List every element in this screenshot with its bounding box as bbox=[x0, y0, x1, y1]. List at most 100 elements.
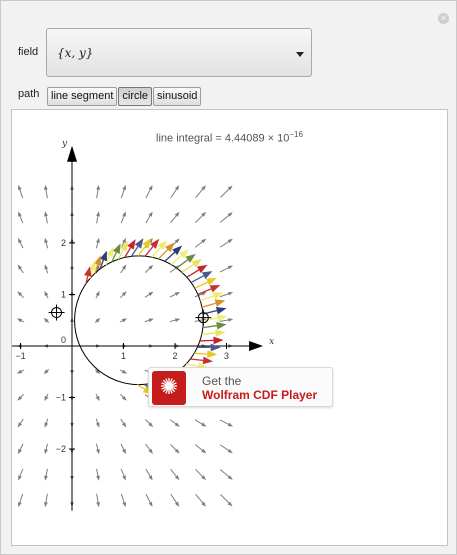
x-tick-label: 3 bbox=[224, 351, 229, 361]
field-arrow bbox=[145, 443, 153, 454]
field-arrow bbox=[145, 493, 153, 508]
x-axis-arrowhead bbox=[249, 341, 264, 351]
field-arrow bbox=[17, 443, 24, 455]
field-arrow bbox=[145, 184, 153, 199]
field-arrow bbox=[219, 265, 234, 273]
path-field-arrow bbox=[200, 292, 224, 302]
field-arrow bbox=[17, 393, 25, 401]
field-arrow bbox=[169, 291, 181, 298]
path-field-arrow bbox=[111, 243, 121, 263]
field-arrow bbox=[119, 369, 128, 374]
plot-title: line integral = 4.44089 × 10−16 bbox=[12, 130, 447, 145]
field-arrow bbox=[17, 291, 25, 299]
field-dropdown-value: {x, y} bbox=[57, 46, 94, 60]
path-field-arrow bbox=[181, 259, 202, 273]
path-button-circle[interactable]: circle bbox=[118, 87, 153, 106]
field-dropdown[interactable]: {x, y} bbox=[46, 28, 312, 77]
close-icon[interactable]: × bbox=[438, 13, 449, 24]
field-arrow bbox=[219, 444, 233, 454]
path-button-bar: line segment circle sinusoid bbox=[47, 87, 202, 106]
field-label: field bbox=[18, 46, 39, 58]
field-arrow bbox=[120, 443, 127, 455]
field-arrow bbox=[219, 469, 233, 480]
field-arrow bbox=[170, 468, 180, 481]
field-arrow bbox=[145, 211, 153, 224]
path-label: path bbox=[18, 88, 40, 100]
field-arrow bbox=[194, 444, 207, 454]
path-field-arrow bbox=[190, 271, 213, 284]
field-arrow bbox=[170, 444, 180, 454]
path-button-line-segment[interactable]: line segment bbox=[47, 87, 118, 106]
field-arrow bbox=[119, 393, 127, 401]
field-arrow bbox=[17, 264, 24, 274]
path-field-arrow bbox=[117, 240, 129, 260]
path-field-arrow bbox=[176, 253, 196, 269]
path-field-arrow bbox=[84, 266, 92, 284]
field-arrow bbox=[18, 468, 24, 481]
path-field-arrow bbox=[164, 245, 183, 262]
field-arrow bbox=[18, 493, 24, 508]
path-field-arrow bbox=[124, 239, 136, 258]
x-axis-label: x bbox=[269, 337, 274, 347]
field-arrow bbox=[17, 237, 24, 249]
field-arrow bbox=[119, 291, 127, 299]
y-axis-label: y bbox=[61, 139, 68, 149]
path-field-arrow bbox=[105, 246, 114, 266]
field-arrow bbox=[195, 185, 206, 199]
field-arrow bbox=[44, 237, 49, 249]
path-field-arrow bbox=[201, 299, 226, 308]
field-arrow bbox=[119, 318, 128, 323]
path-field-arrow bbox=[201, 329, 226, 337]
path-field-arrow bbox=[157, 242, 175, 260]
wolfram-spikey-icon: ✺ bbox=[152, 371, 186, 405]
field-arrow bbox=[170, 493, 180, 507]
field-arrow bbox=[17, 418, 24, 428]
field-arrow bbox=[220, 494, 233, 507]
field-arrow bbox=[96, 468, 100, 481]
path-circle bbox=[74, 255, 204, 386]
field-arrow bbox=[195, 211, 207, 223]
field-arrow bbox=[120, 493, 126, 508]
path-button-sinusoid[interactable]: sinusoid bbox=[153, 87, 202, 106]
field-arrow bbox=[16, 369, 25, 374]
field-arrow bbox=[95, 237, 100, 249]
y-tick-label: 1 bbox=[61, 290, 66, 300]
field-arrow bbox=[96, 211, 100, 224]
field-arrow bbox=[120, 418, 127, 428]
field-arrow bbox=[120, 211, 126, 224]
x-tick-label: 2 bbox=[172, 351, 177, 361]
path-field-arrow bbox=[137, 238, 152, 257]
field-arrow bbox=[44, 290, 49, 299]
path-field-arrow bbox=[99, 250, 107, 270]
field-arrow bbox=[94, 317, 101, 324]
path-field-arrow bbox=[202, 321, 227, 330]
path-field-arrow bbox=[199, 336, 224, 345]
y-tick-label: 2 bbox=[61, 238, 66, 248]
field-arrow bbox=[94, 368, 101, 375]
x-tick-label: 1 bbox=[121, 351, 126, 361]
path-field-arrow bbox=[194, 350, 218, 358]
field-arrow bbox=[195, 493, 206, 507]
path-field-arrow bbox=[144, 238, 160, 257]
cdf-player-badge[interactable]: ✺ Get the Wolfram CDF Player bbox=[148, 367, 333, 407]
field-arrow bbox=[219, 238, 233, 248]
path-field-arrow bbox=[170, 249, 190, 265]
path-field-arrow bbox=[186, 264, 208, 278]
field-arrow bbox=[44, 264, 49, 274]
field-arrow bbox=[44, 211, 48, 224]
field-arrow bbox=[44, 468, 48, 481]
path-end-marker bbox=[195, 309, 212, 326]
field-arrow bbox=[120, 184, 126, 199]
y-tick-label: −2 bbox=[56, 444, 66, 454]
field-arrow bbox=[95, 393, 100, 402]
field-arrow bbox=[95, 290, 100, 299]
field-arrow bbox=[16, 318, 25, 323]
field-arrow bbox=[96, 493, 100, 508]
field-arrow bbox=[120, 264, 127, 274]
badge-line1: Get the bbox=[202, 374, 242, 388]
x-tick-label: −1 bbox=[15, 351, 25, 361]
field-arrow bbox=[195, 469, 207, 481]
origin-label: 0 bbox=[61, 335, 66, 345]
plot-title-exponent: −16 bbox=[289, 130, 303, 139]
